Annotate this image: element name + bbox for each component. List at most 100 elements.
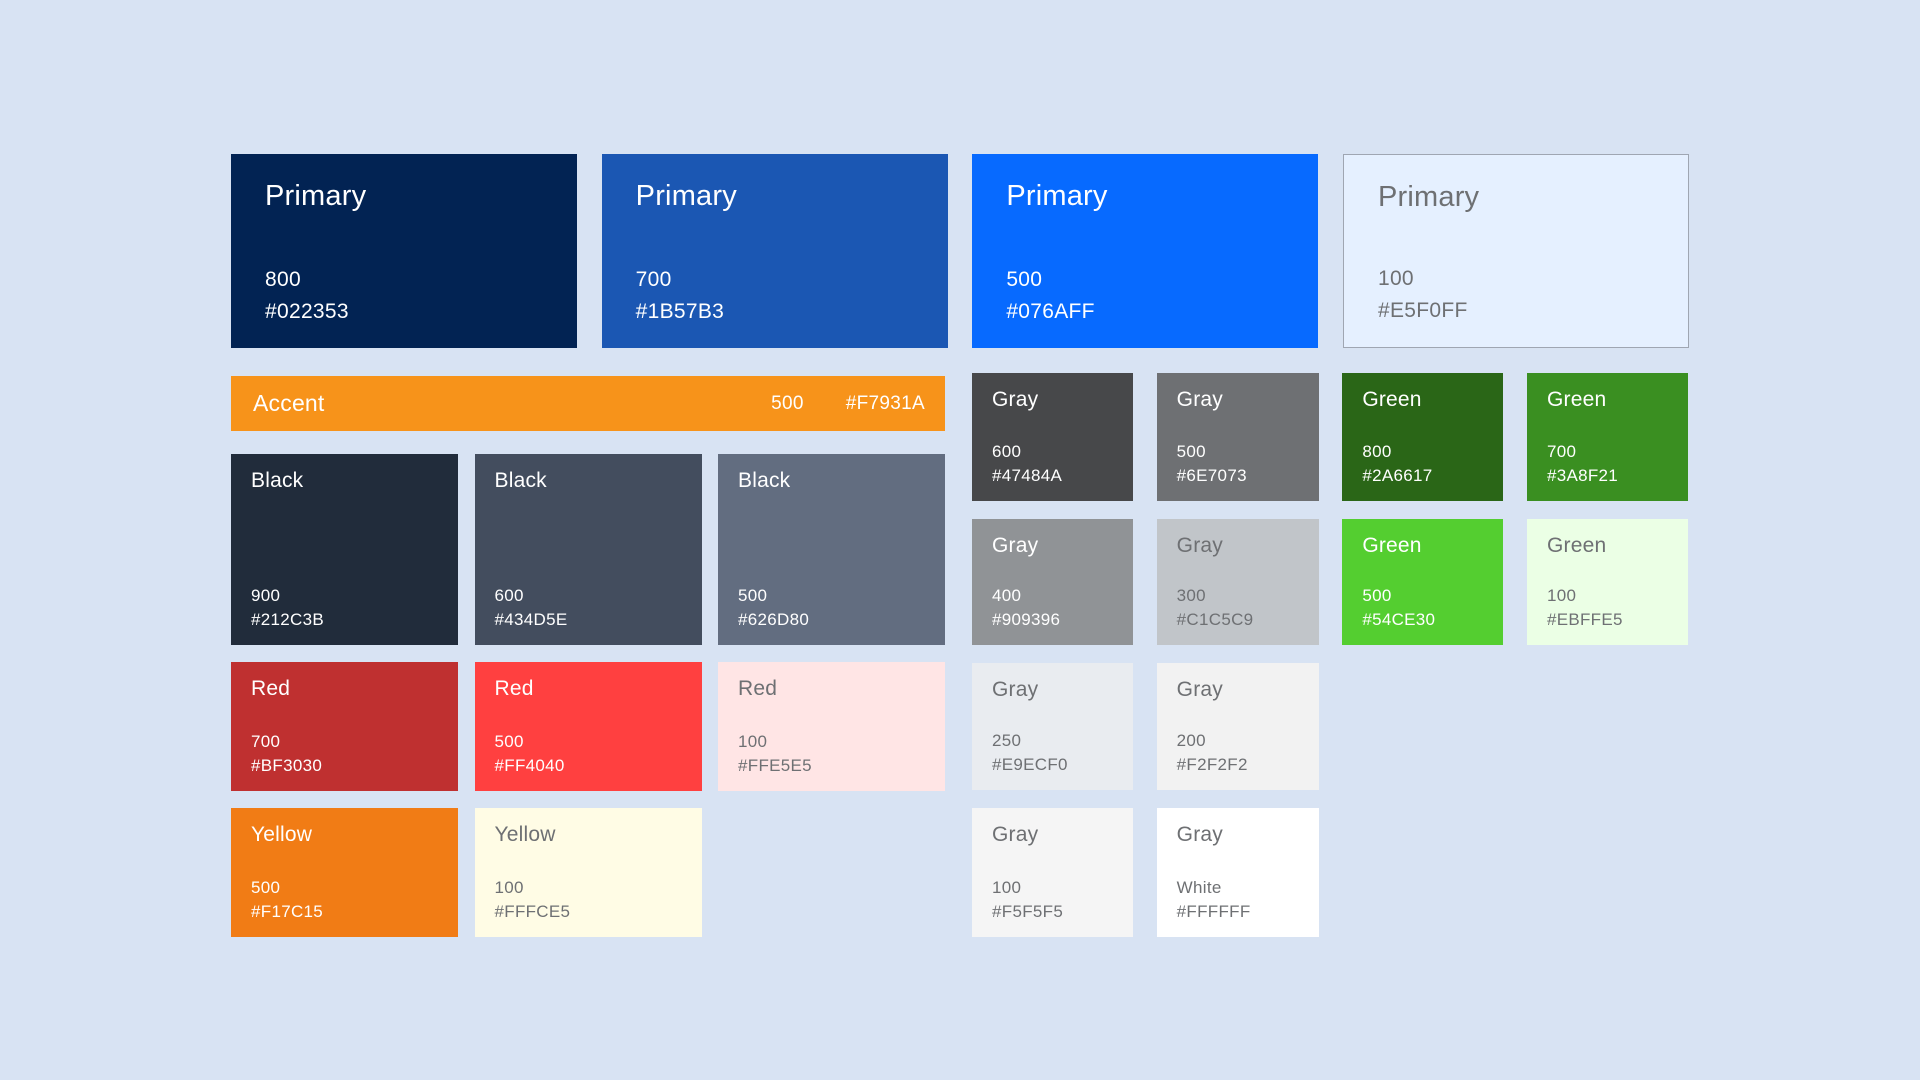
swatch-hex: #1B57B3	[635, 300, 725, 324]
swatch-gray-600[interactable]: Gray 600 #47484A	[972, 373, 1133, 501]
swatch-hex: #E9ECF0	[992, 755, 1068, 775]
swatch-name: Green	[1362, 534, 1422, 557]
swatch-primary-800[interactable]: Primary 800 #022353	[231, 154, 577, 348]
swatch-green-700[interactable]: Green 700 #3A8F21	[1526, 373, 1688, 501]
swatch-meta: 250 #E9ECF0	[992, 729, 1113, 778]
swatch-shade: 100	[1546, 585, 1577, 605]
swatch-meta: 700 #3A8F21	[1547, 440, 1668, 489]
swatch-name: Red	[494, 677, 534, 700]
swatch-meta: 700 #BF3030	[251, 730, 438, 779]
swatch-black-600[interactable]: Black 600 #434D5E	[474, 454, 702, 645]
swatch-hex: #E5F0FF	[1377, 299, 1468, 323]
swatch-meta: 900 #212C3B	[251, 584, 438, 633]
swatch-meta: 700 #1B57B3	[636, 264, 914, 328]
swatch-yellow-100[interactable]: Yellow 100 #FFFCE5	[474, 808, 702, 937]
swatch-primary-500[interactable]: Primary 500 #076AFF	[972, 154, 1319, 348]
swatch-meta: 100 #F5F5F5	[992, 876, 1113, 925]
swatch-meta: 100 #FFE5E5	[738, 730, 925, 779]
swatch-meta: 500 #FF4040	[495, 730, 682, 779]
swatch-red-500[interactable]: Red 500 #FF4040	[474, 662, 702, 791]
swatch-shade: 100	[494, 877, 524, 897]
swatch-name: Primary	[1006, 180, 1108, 212]
swatch-meta: 600 #47484A	[992, 440, 1113, 489]
swatch-hex: #BF3030	[251, 756, 323, 776]
swatch-green-100[interactable]: Green 100 #EBFFE5	[1526, 519, 1688, 645]
swatch-name: Gray	[992, 823, 1039, 846]
swatch-hex: #47484A	[992, 466, 1063, 486]
swatch-shade: 100	[738, 731, 768, 751]
swatch-hex: #626D80	[738, 610, 810, 630]
swatch-accent-500[interactable]: Accent 500 #F7931A	[231, 376, 945, 431]
swatch-meta: 500 #626D80	[738, 584, 925, 633]
swatch-meta: 100 #FFFCE5	[495, 876, 682, 925]
swatch-shade: 700	[635, 268, 672, 292]
swatch-primary-100[interactable]: Primary 100 #E5F0FF	[1342, 154, 1689, 348]
swatch-hex: #076AFF	[1006, 300, 1095, 324]
swatch-gray-100[interactable]: Gray 100 #F5F5F5	[972, 808, 1133, 937]
swatch-hex: #EBFFE5	[1546, 610, 1623, 630]
swatch-hex: #909396	[992, 610, 1061, 630]
swatch-gray-400[interactable]: Gray 400 #909396	[972, 519, 1133, 645]
swatch-red-700[interactable]: Red 700 #BF3030	[231, 662, 458, 791]
swatch-gray-200[interactable]: Gray 200 #F2F2F2	[1156, 663, 1319, 790]
swatch-yellow-500[interactable]: Yellow 500 #F17C15	[231, 808, 458, 937]
swatch-name: Green	[1546, 388, 1607, 411]
swatch-shade: 600	[992, 441, 1022, 461]
swatch-hex: #022353	[265, 300, 349, 324]
swatch-hex: #F7931A	[845, 392, 925, 414]
swatch-hex: #434D5E	[494, 610, 568, 630]
swatch-shade: 900	[251, 585, 281, 605]
swatch-hex: #F17C15	[251, 902, 324, 922]
gray-green-shades-group: Gray 600 #47484A Gray 500 #6E7073 Green …	[972, 373, 1688, 937]
swatch-name: Gray	[1176, 823, 1223, 846]
swatch-black-500[interactable]: Black 500 #626D80	[718, 454, 945, 645]
swatch-shade: 500	[1006, 268, 1043, 292]
swatch-meta: White #FFFFFF	[1177, 876, 1299, 925]
swatch-name: Yellow	[494, 823, 556, 846]
swatch-name: Black	[738, 469, 791, 492]
swatch-hex: #C1C5C9	[1176, 610, 1254, 630]
swatch-name: Primary	[1377, 181, 1480, 213]
swatch-shade: White	[1176, 877, 1222, 897]
swatch-meta: 500 #6E7073	[1177, 440, 1299, 489]
swatch-red-100[interactable]: Red 100 #FFE5E5	[718, 662, 945, 791]
swatch-name: Gray	[1176, 534, 1223, 557]
swatch-shade: 600	[494, 585, 524, 605]
swatch-shade: 800	[265, 268, 301, 292]
swatch-gray-white[interactable]: Gray White #FFFFFF	[1156, 808, 1319, 937]
swatch-gray-250[interactable]: Gray 250 #E9ECF0	[972, 663, 1133, 790]
swatch-green-800[interactable]: Green 800 #2A6617	[1342, 373, 1504, 501]
swatch-shade: 500	[1362, 585, 1392, 605]
swatch-green-500[interactable]: Green 500 #54CE30	[1342, 519, 1504, 645]
swatch-meta: 500 #F17C15	[251, 876, 438, 925]
primary-shades-row: Primary 800 #022353 Primary 700 #1B57B3 …	[231, 154, 1689, 348]
swatch-name: Black	[251, 469, 304, 492]
swatch-meta: 400 #909396	[992, 584, 1113, 633]
swatch-hex: #F2F2F2	[1176, 755, 1248, 775]
swatch-name: Red	[251, 677, 291, 700]
swatch-name: Primary	[265, 180, 367, 212]
swatch-shade: 500	[1176, 441, 1206, 461]
swatch-hex: #FFE5E5	[738, 756, 812, 776]
swatch-hex: #F5F5F5	[992, 902, 1064, 922]
swatch-name: Gray	[1176, 388, 1223, 411]
swatch-name: Gray	[992, 534, 1039, 557]
swatch-primary-700[interactable]: Primary 700 #1B57B3	[601, 154, 948, 348]
swatch-hex: #2A6617	[1362, 466, 1433, 486]
swatch-gray-300[interactable]: Gray 300 #C1C5C9	[1156, 519, 1319, 645]
swatch-name: Gray	[992, 678, 1039, 701]
swatch-name: Gray	[992, 388, 1039, 411]
swatch-meta: 100 #EBFFE5	[1547, 584, 1668, 633]
swatch-black-900[interactable]: Black 900 #212C3B	[231, 454, 458, 645]
swatch-name: Primary	[635, 180, 737, 212]
swatch-shade: 800	[1362, 441, 1392, 461]
swatch-shade: 500	[494, 731, 524, 751]
swatch-shade: 300	[1176, 585, 1206, 605]
swatch-shade: 250	[992, 730, 1022, 750]
swatch-shade: 700	[1546, 441, 1577, 461]
swatch-shade: 500	[738, 585, 768, 605]
swatch-gray-500[interactable]: Gray 500 #6E7073	[1156, 373, 1319, 501]
swatch-hex: #3A8F21	[1546, 466, 1619, 486]
swatch-hex: #6E7073	[1176, 466, 1247, 486]
swatch-meta: 500 #54CE30	[1362, 584, 1483, 633]
